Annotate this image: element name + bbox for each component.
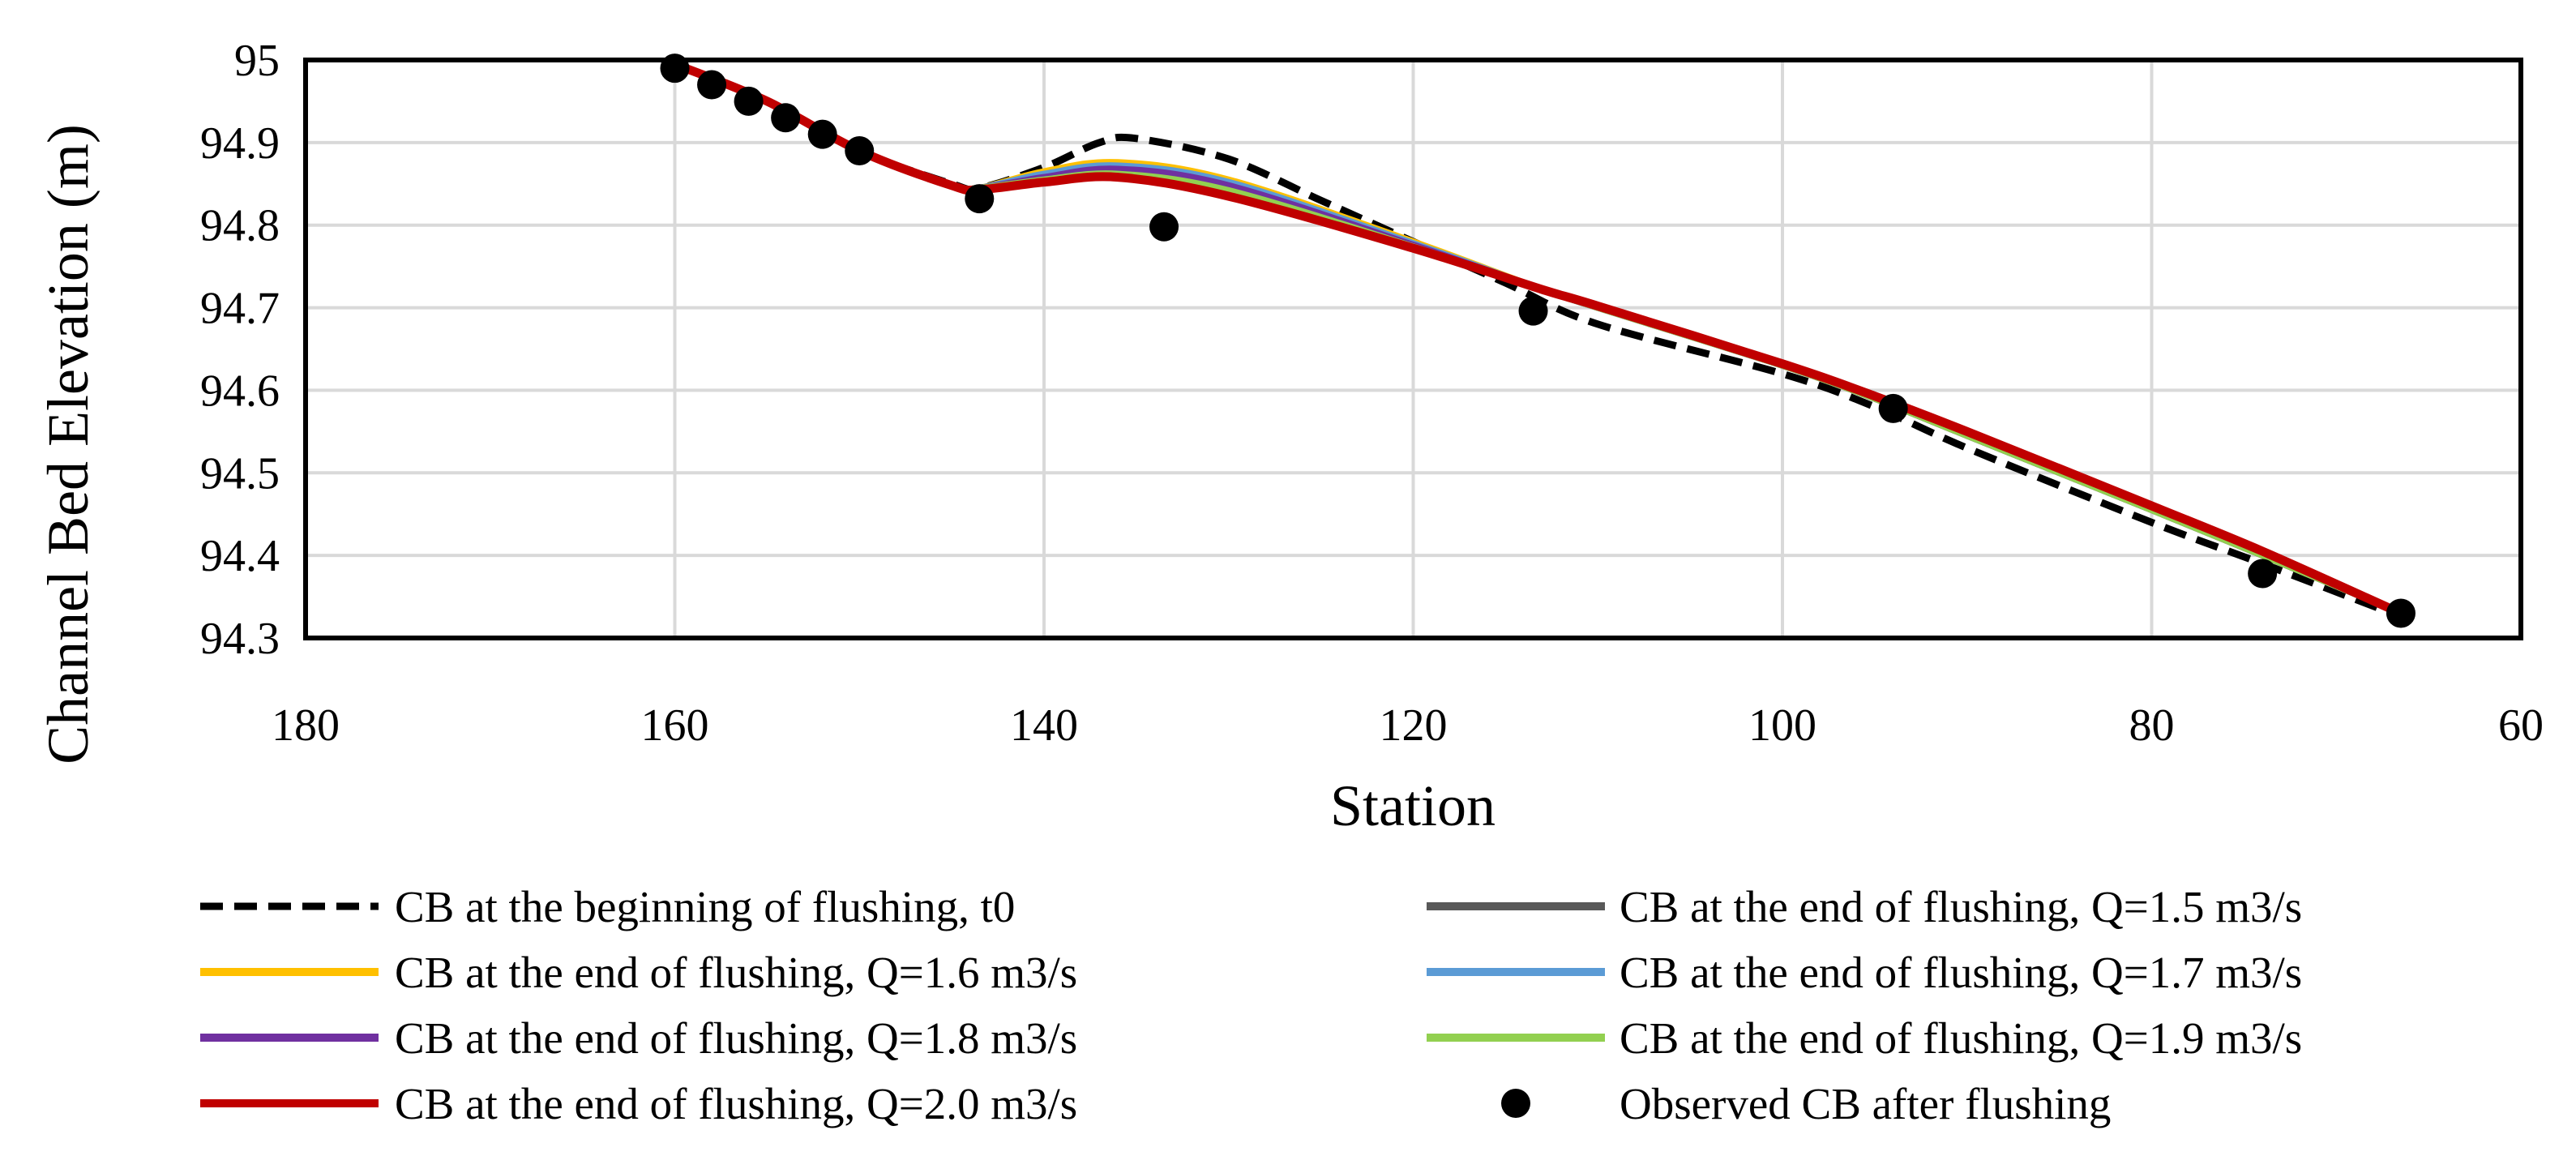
observed-point: [697, 70, 727, 100]
y-tick-labels: 94.3 94.4 94.5 94.6 94.7 94.8 94.9 95: [200, 36, 280, 664]
y-axis-title: Channel Bed Elevation (m): [36, 124, 101, 764]
legend-item: CB at the end of flushing, Q=1.6 m3/s: [200, 948, 1077, 997]
y-tick-label: 94.8: [200, 201, 280, 251]
legend-item: CB at the end of flushing, Q=2.0 m3/s: [200, 1079, 1077, 1128]
legend-item: CB at the beginning of flushing, t0: [200, 882, 1015, 931]
observed-point: [1518, 296, 1548, 326]
legend-item: Observed CB after flushing: [1501, 1079, 2111, 1128]
x-tick-label: 100: [1748, 700, 1816, 751]
y-tick-label: 94.4: [200, 531, 280, 581]
series-line-cb-at-the-end-of-flushing-q-1-7-m3-s: [674, 61, 2394, 613]
x-tick-label: 60: [2498, 700, 2544, 751]
gridlines: [306, 58, 2521, 640]
series-line-cb-at-the-end-of-flushing-q-1-5-m3-s: [674, 61, 2394, 613]
observed-point: [771, 103, 801, 133]
legend: CB at the beginning of flushing, t0 CB at…: [200, 882, 2302, 1128]
series-line-cb-at-the-end-of-flushing-q-2-0-m3-s: [673, 59, 2394, 614]
x-axis-title: Station: [1330, 773, 1496, 838]
legend-label: CB at the end of flushing, Q=2.0 m3/s: [395, 1079, 1077, 1128]
legend-label: CB at the beginning of flushing, t0: [395, 882, 1015, 931]
legend-item: CB at the end of flushing, Q=1.7 m3/s: [1427, 948, 2302, 997]
legend-item: CB at the end of flushing, Q=1.8 m3/s: [200, 1013, 1077, 1063]
x-tick-label: 80: [2129, 700, 2175, 751]
observed-point: [734, 86, 764, 116]
x-tick-label: 140: [1010, 700, 1078, 751]
series-line-cb-at-the-beginning-of-flushing-t0: [673, 60, 2394, 617]
observed-point: [965, 184, 995, 214]
y-tick-label: 94.7: [200, 284, 280, 334]
legend-label: CB at the end of flushing, Q=1.6 m3/s: [395, 948, 1077, 997]
observed-point: [2386, 598, 2416, 628]
legend-item: CB at the end of flushing, Q=1.5 m3/s: [1427, 882, 2302, 931]
observed-point: [1878, 393, 1908, 423]
y-tick-label: 94.9: [200, 118, 280, 169]
legend-label: CB at the end of flushing, Q=1.5 m3/s: [1620, 882, 2302, 931]
observed-point: [845, 136, 875, 166]
y-tick-label: 94.6: [200, 366, 280, 416]
legend-label: Observed CB after flushing: [1620, 1079, 2111, 1128]
legend-label: CB at the end of flushing, Q=1.7 m3/s: [1620, 948, 2302, 997]
x-tick-label: 120: [1380, 700, 1448, 751]
y-tick-label: 94.3: [200, 614, 280, 664]
observed-point: [807, 119, 837, 149]
x-tick-label: 180: [272, 700, 340, 751]
x-tick-label: 160: [641, 700, 709, 751]
plot-frame: [303, 58, 2523, 640]
legend-item: CB at the end of flushing, Q=1.9 m3/s: [1427, 1013, 2302, 1063]
legend-marker: [1501, 1089, 1530, 1118]
legend-label: CB at the end of flushing, Q=1.8 m3/s: [395, 1013, 1077, 1063]
observed-point: [1149, 212, 1179, 242]
series-line-cb-at-the-end-of-flushing-q-1-8-m3-s: [674, 61, 2394, 613]
observed-point: [2248, 559, 2278, 589]
x-tick-labels: 180 160 140 120 100 80 60: [272, 700, 2544, 751]
series-line-cb-at-the-end-of-flushing-q-1-9-m3-s: [674, 61, 2394, 613]
y-tick-label: 94.5: [200, 448, 280, 499]
y-tick-label: 95: [234, 36, 280, 86]
series-lines: [673, 59, 2394, 617]
series-line-cb-at-the-end-of-flushing-q-1-6-m3-s: [674, 61, 2394, 613]
legend-label: CB at the end of flushing, Q=1.9 m3/s: [1620, 1013, 2302, 1063]
